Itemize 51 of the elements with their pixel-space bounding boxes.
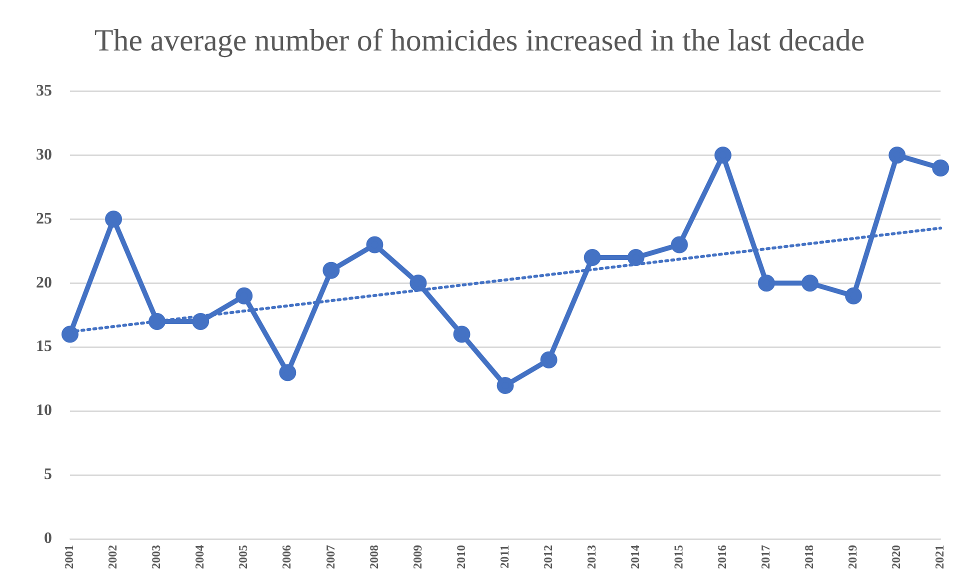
point [236, 287, 253, 304]
chart-title: The average number of homicides increased in the last decade [94, 22, 865, 58]
x-tick-label: 2020 [889, 545, 904, 569]
x-tick-label: 2015 [672, 545, 686, 569]
point [279, 364, 296, 382]
point [62, 326, 78, 343]
x-tick-label: 2010 [454, 545, 468, 569]
point [148, 312, 166, 330]
x-tick-label: 2013 [584, 545, 598, 569]
x-tick-label: 2011 [497, 545, 512, 568]
y-tick-label: 10 [36, 402, 52, 420]
x-tick-label: 2017 [758, 545, 773, 569]
point [932, 159, 950, 176]
x-tick-label: 2018 [802, 545, 816, 569]
point [410, 274, 427, 292]
point [845, 287, 862, 304]
x-tick-label: 2005 [236, 545, 250, 569]
point [627, 249, 644, 266]
point [322, 262, 340, 279]
point [670, 236, 688, 254]
x-tick-label: 2006 [280, 545, 294, 569]
point [802, 274, 819, 292]
y-tick-label: 30 [36, 146, 52, 164]
x-tick-label: 2001 [62, 545, 76, 569]
y-tick-label: 5 [44, 466, 52, 484]
x-tick-label: 2014 [628, 545, 642, 569]
point [192, 312, 210, 330]
x-tick-label: 2021 [932, 545, 947, 569]
y-tick-label: 0 [44, 530, 52, 548]
x-tick-label: 2003 [149, 545, 164, 569]
x-tick-label: 2009 [410, 545, 424, 569]
point [496, 376, 514, 394]
point [714, 146, 732, 164]
x-tick-label: 2008 [366, 545, 381, 569]
x-tick-label: 2016 [715, 545, 730, 569]
point [888, 146, 906, 164]
x-tick-label: 2019 [846, 545, 860, 569]
point [366, 236, 384, 254]
point [540, 351, 558, 368]
x-tick-label: 2012 [540, 545, 555, 569]
x-tick-label: 2002 [106, 545, 120, 569]
y-tick-label: 20 [36, 274, 52, 292]
y-tick-label: 25 [36, 210, 52, 228]
point [584, 249, 601, 266]
x-tick-label: 2004 [192, 545, 207, 569]
point [453, 326, 470, 343]
point [105, 210, 122, 228]
y-tick-label: 15 [36, 338, 52, 356]
x-tick-label: 2007 [323, 545, 338, 569]
point [758, 274, 775, 292]
y-tick-label: 35 [36, 82, 52, 100]
